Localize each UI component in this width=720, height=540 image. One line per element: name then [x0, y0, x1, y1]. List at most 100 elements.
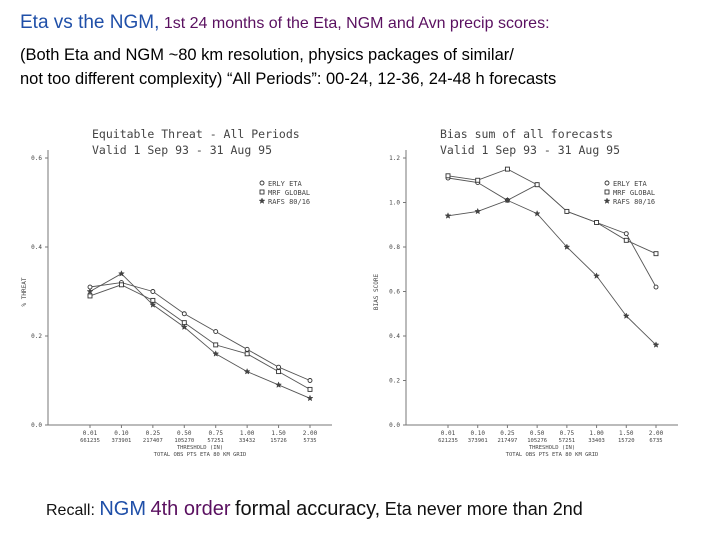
- data-point: [623, 237, 629, 243]
- chart-title: Bias sum of all forecasts: [440, 127, 613, 141]
- x-tick-label: 1.00: [589, 430, 604, 437]
- y-tick-label: 0.4: [389, 333, 400, 340]
- x-tick-label: 0.75: [208, 430, 223, 437]
- x-tick-label: 0.01: [441, 430, 456, 437]
- data-point: [118, 282, 124, 288]
- data-point: [86, 287, 94, 295]
- data-point: [307, 378, 313, 383]
- data-point: [563, 243, 571, 250]
- legend-entry: MRF GLOBAL: [268, 189, 310, 197]
- data-point: [622, 312, 630, 319]
- x-count-label: 15726: [270, 438, 287, 444]
- x-count-label: 33403: [588, 438, 605, 444]
- data-point: [243, 368, 251, 375]
- x-count-label: 105270: [174, 438, 194, 444]
- title-main: Eta vs the NGM,: [20, 12, 160, 33]
- series-line-2: [89, 284, 311, 390]
- y-tick-label: 1.0: [389, 200, 400, 207]
- x-count-label: 217497: [497, 438, 517, 444]
- recall-order: 4th order: [150, 498, 231, 520]
- data-point: [244, 351, 250, 357]
- recall-label: Recall:: [46, 502, 95, 519]
- data-point: [213, 342, 219, 348]
- chart-1: [45, 150, 332, 428]
- recall-formal: formal accuracy,: [235, 498, 381, 520]
- data-point: [276, 364, 282, 370]
- y-tick-label: 0.2: [389, 378, 400, 385]
- series-line-3: [447, 199, 657, 346]
- data-point: [212, 350, 220, 357]
- slide-title: Eta vs the NGM, 1st 24 months of the Eta…: [20, 12, 550, 34]
- data-point: [87, 293, 93, 299]
- data-point: [149, 301, 157, 308]
- data-point: [118, 270, 125, 277]
- x-axis-label: THRESHOLD (IN): [177, 445, 223, 451]
- data-point: [474, 207, 482, 215]
- subtitle-line-1: (Both Eta and NGM ~80 km resolution, phy…: [20, 46, 514, 64]
- x-count-label: 105276: [527, 438, 547, 444]
- data-point: [564, 208, 570, 214]
- chart-title: Equitable Threat - All Periods: [92, 127, 300, 141]
- recall-note: Recall: NGM 4th order formal accuracy, E…: [46, 498, 583, 521]
- x-tick-label: 0.01: [83, 430, 98, 437]
- y-tick-label: 1.2: [389, 155, 400, 162]
- series-line-1: [89, 282, 311, 381]
- series-line-2: [447, 168, 657, 255]
- x-count-label: 33432: [239, 438, 256, 444]
- x-count-label: 15720: [618, 438, 635, 444]
- data-point: [276, 369, 282, 375]
- x-count-label: 57251: [559, 438, 576, 444]
- x-count-label: 373901: [468, 438, 488, 444]
- y-tick-label: 0.2: [31, 333, 42, 340]
- data-point: [306, 394, 314, 402]
- chart-2: [403, 150, 678, 428]
- data-point: [150, 289, 156, 294]
- legend-marker: [258, 197, 266, 204]
- recall-ngm: NGM: [99, 498, 147, 520]
- x-tick-label: 1.50: [619, 430, 634, 437]
- chart-subtitle: Valid 1 Sep 93 - 31 Aug 95: [92, 143, 272, 157]
- data-point: [307, 386, 313, 392]
- x-tick-label: 0.75: [560, 430, 575, 437]
- data-point: [593, 272, 600, 279]
- data-point: [504, 196, 511, 204]
- data-point: [652, 341, 660, 348]
- x-count-label: 661235: [80, 438, 100, 444]
- x-count-label: 217407: [143, 438, 163, 444]
- data-point: [534, 182, 540, 188]
- y-axis-label: % THREAT: [21, 277, 28, 306]
- legend-entry: MRF GLOBAL: [613, 189, 655, 197]
- data-point: [653, 284, 659, 290]
- x-tick-label: 2.00: [649, 430, 664, 437]
- legend-marker: [604, 180, 610, 186]
- x-axis-label-2: TOTAL OBS PTS ETA 80 KM GRID: [506, 452, 599, 458]
- data-point: [533, 210, 541, 217]
- series-line-3: [89, 273, 311, 399]
- x-tick-label: 0.25: [146, 430, 161, 437]
- recall-eta: Eta never more than 2nd: [384, 499, 583, 519]
- x-tick-label: 0.10: [114, 430, 129, 437]
- x-tick-label: 1.00: [240, 430, 255, 437]
- title-detail: 1st 24 months of the Eta, NGM and Avn pr…: [163, 15, 550, 32]
- data-point: [213, 329, 219, 334]
- y-tick-label: 0.6: [31, 155, 42, 162]
- legend-marker: [604, 189, 610, 195]
- x-count-label: 57251: [207, 438, 224, 444]
- legend-marker: [259, 180, 265, 186]
- data-point: [244, 346, 250, 352]
- legend-marker: [603, 197, 611, 204]
- x-count-label: 6735: [649, 438, 662, 444]
- x-count-label: 5735: [303, 438, 316, 444]
- data-point: [623, 231, 629, 237]
- x-axis-label-2: TOTAL OBS PTS ETA 80 KM GRID: [154, 452, 247, 458]
- legend-entry: ERLY ETA: [613, 180, 648, 188]
- x-tick-label: 0.25: [500, 430, 515, 437]
- data-point: [475, 177, 481, 183]
- x-tick-label: 0.10: [470, 430, 485, 437]
- x-count-label: 373901: [111, 438, 131, 444]
- y-tick-label: 0.8: [389, 244, 400, 251]
- data-point: [653, 251, 659, 257]
- x-tick-label: 0.50: [530, 430, 545, 437]
- y-tick-label: 0.6: [389, 289, 400, 296]
- y-tick-label: 0.0: [389, 422, 400, 429]
